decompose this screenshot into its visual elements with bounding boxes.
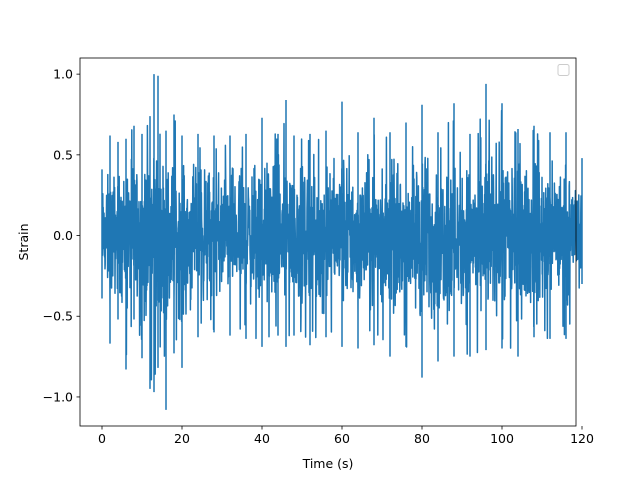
y-tick-label: −0.5 — [43, 309, 73, 324]
x-tick-label: 0 — [98, 431, 106, 446]
y-tick-label: −1.0 — [43, 389, 73, 404]
plot-area — [101, 74, 583, 410]
y-tick-label: 0.0 — [53, 228, 73, 243]
y-axis-label: Strain — [16, 223, 31, 260]
x-tick-label: 120 — [570, 431, 594, 446]
strain-series-line — [101, 74, 583, 410]
y-axis: −1.0 −0.5 0.0 0.5 1.0 — [43, 67, 80, 404]
y-tick-label: 1.0 — [53, 67, 73, 82]
y-tick-label: 0.5 — [53, 147, 73, 162]
x-tick-label: 40 — [254, 431, 270, 446]
x-axis: 0 20 40 60 80 100 120 — [98, 426, 594, 446]
axes-frame — [79, 57, 577, 427]
x-axis-label: Time (s) — [302, 456, 354, 471]
x-tick-label: 80 — [414, 431, 430, 446]
legend-box — [557, 64, 570, 76]
x-tick-label: 60 — [334, 431, 350, 446]
x-tick-label: 20 — [174, 431, 190, 446]
x-tick-label: 100 — [490, 431, 514, 446]
